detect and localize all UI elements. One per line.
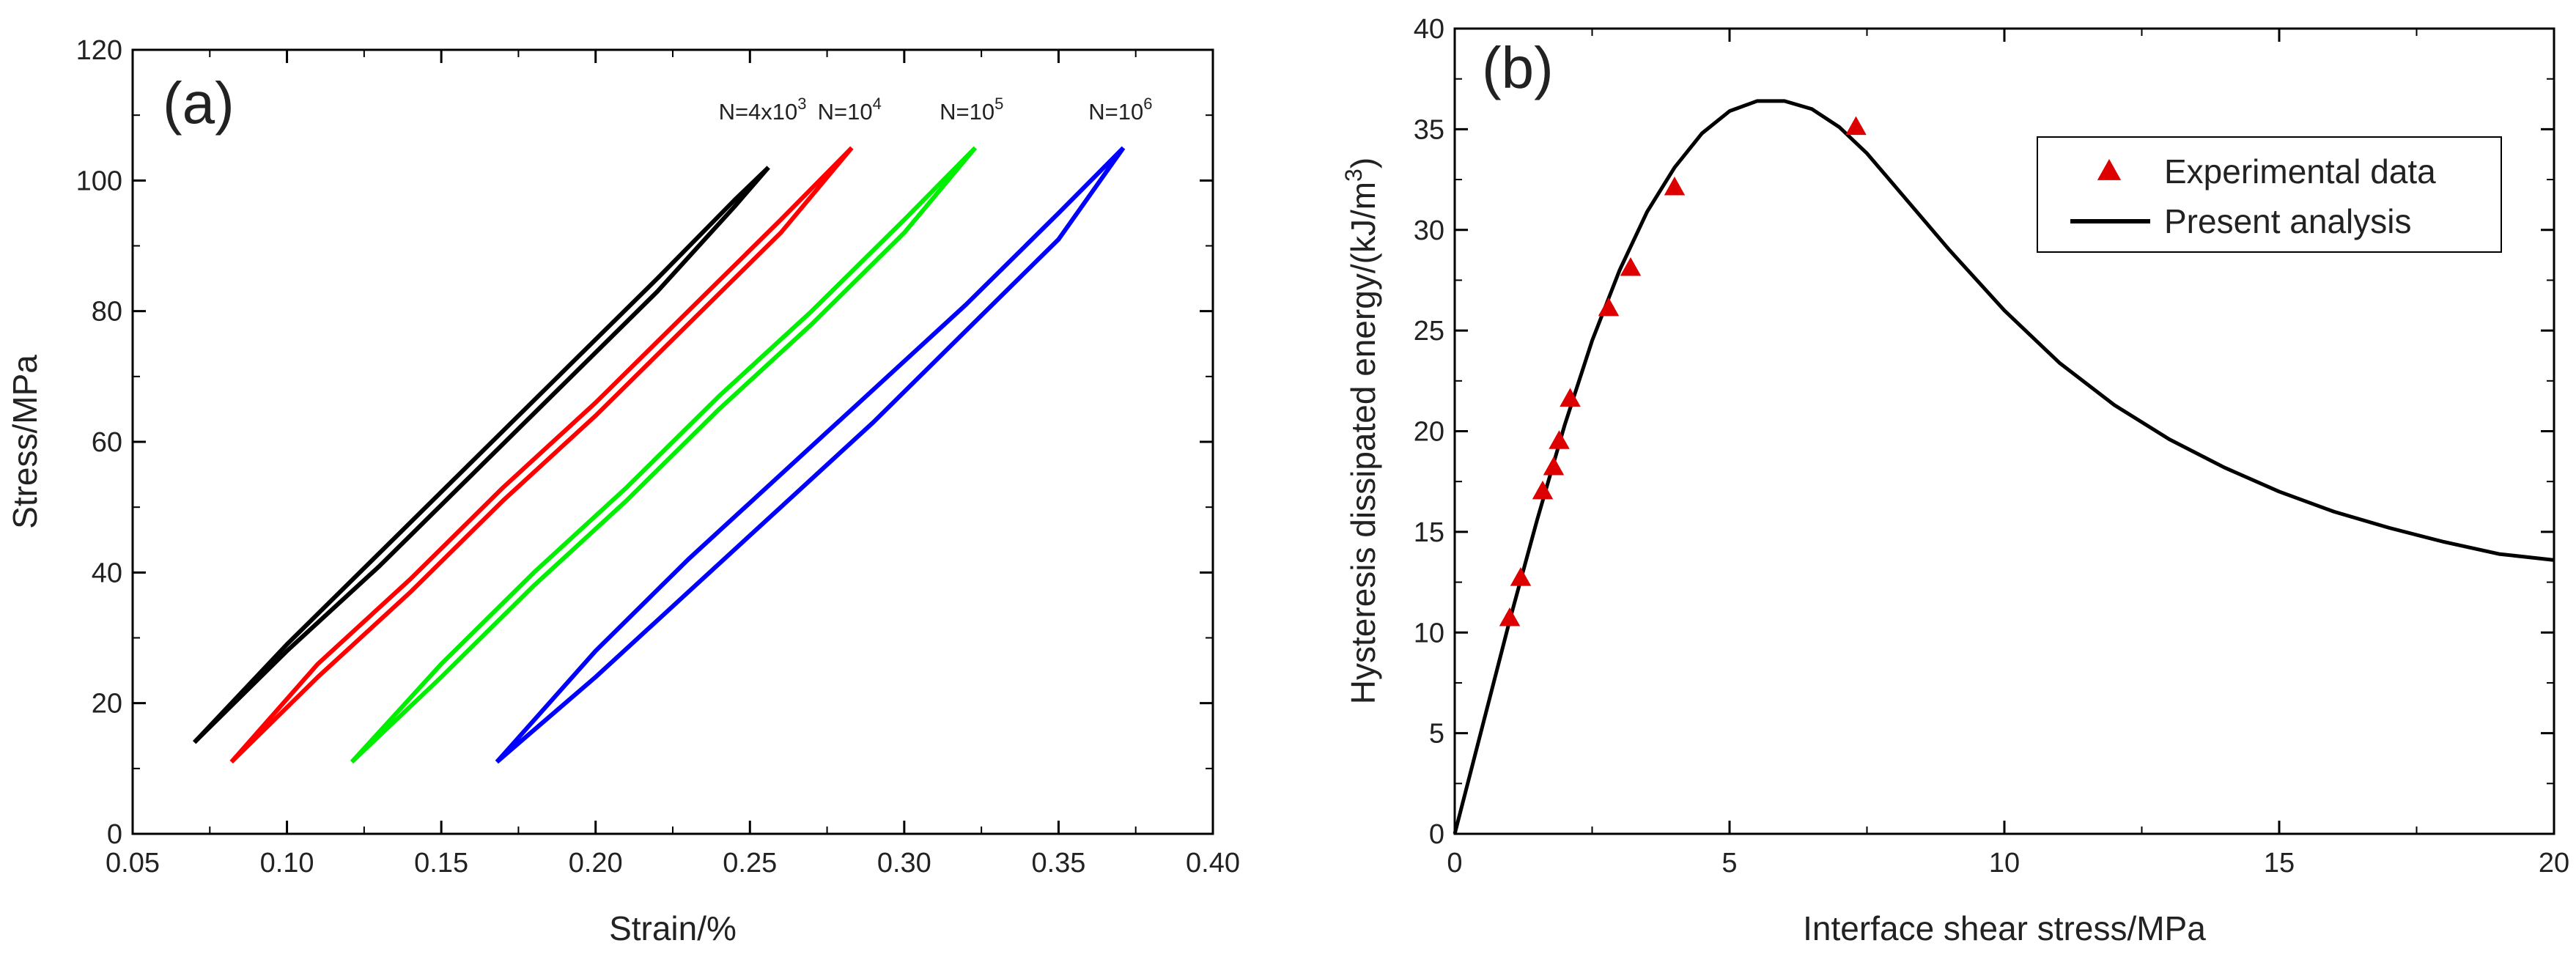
- y-axis-title-b: Hysteresis dissipated energy/(kJ/m3): [1340, 158, 1382, 704]
- y-tick-label-b: 10: [1414, 618, 1444, 648]
- y-tick-label-b: 40: [1414, 14, 1444, 45]
- experimental-data-point: [1560, 388, 1581, 407]
- y-axis-title-a: Stress/MPa: [6, 355, 44, 529]
- legend-frame-b: [2037, 136, 2502, 253]
- x-axis-title-b: Interface shear stress/MPa: [1803, 909, 2206, 947]
- y-tick-label-b: 30: [1414, 215, 1444, 246]
- y-tick-label-b: 25: [1414, 316, 1444, 347]
- x-tick-label-a: 0.05: [106, 848, 160, 879]
- ticks-a: 0.05 0.10 0.15 0.20 0.25 0.30 0.35 0.40 0 20 40 60 8…: [76, 35, 1240, 879]
- x-tick-label-a: 0.30: [877, 848, 931, 879]
- series-group-b: [1453, 99, 2555, 835]
- series-line-a-unloading: [229, 146, 854, 763]
- panel-label-b: (b): [1482, 35, 1554, 100]
- x-tick-label-a: 0.15: [414, 848, 468, 879]
- x-tick-label-b: 5: [1721, 848, 1737, 879]
- experimental-data-point: [1620, 256, 1642, 276]
- legend-label: Present analysis: [2164, 202, 2412, 240]
- y-tick-label-b: 5: [1429, 719, 1444, 750]
- series-label-a: N=104: [818, 95, 882, 125]
- experimental-data-point: [1510, 567, 1532, 586]
- y-tick-label-a: 60: [92, 427, 122, 458]
- x-tick-label-b: 0: [1447, 848, 1462, 879]
- y-tick-label-a: 100: [76, 166, 122, 196]
- series-line-a-loading: [350, 146, 978, 764]
- experimental-data-point: [1845, 116, 1867, 136]
- chart-panel-a: 0.05 0.10 0.15 0.20 0.25 0.30 0.35 0.40 0 20 40 60 8…: [6, 35, 1240, 947]
- experimental-data-point: [1543, 456, 1565, 476]
- series-line-a-unloading: [495, 146, 1125, 763]
- x-tick-label-a: 0.35: [1031, 848, 1085, 879]
- x-axis-title-a: Strain/%: [609, 909, 737, 947]
- experimental-data-point: [1664, 177, 1686, 196]
- series-group-a: [193, 146, 1126, 764]
- y-tick-label-b: 35: [1414, 114, 1444, 145]
- series-line-present-analysis: [1453, 99, 2555, 835]
- experimental-data-point: [1598, 297, 1620, 317]
- y-tick-label-b: 20: [1414, 417, 1444, 448]
- series-label-a: N=106: [1088, 95, 1152, 125]
- x-tick-label-b: 20: [2539, 848, 2569, 879]
- series-line-a-loading: [229, 146, 854, 764]
- series-label-a: N=4x103: [719, 95, 807, 125]
- x-tick-label-a: 0.25: [723, 848, 777, 879]
- y-tick-label-a: 40: [92, 558, 122, 588]
- x-tick-label-a: 0.10: [260, 848, 314, 879]
- series-line-a-unloading: [193, 166, 770, 744]
- series-label-a: N=105: [940, 95, 1003, 125]
- legend-triangle-icon: [2097, 159, 2122, 180]
- experimental-data-point: [1499, 607, 1521, 626]
- y-tick-label-a: 20: [92, 689, 122, 720]
- y-tick-label-b: 0: [1429, 819, 1444, 850]
- series-line-a-loading: [193, 166, 770, 744]
- legend-label: Experimental data: [2164, 152, 2436, 191]
- x-tick-label-b: 10: [1989, 848, 2020, 879]
- x-tick-label-a: 0.40: [1186, 848, 1240, 879]
- y-tick-label-a: 120: [76, 35, 122, 66]
- chart-panel-b: 0 5 10 15 20 0 5 10 15 20 25 30 35 40 (b) Interface s…: [1340, 14, 2569, 947]
- panel-label-a: (a): [163, 70, 235, 136]
- y-tick-label-a: 80: [92, 297, 122, 328]
- series-line-a-loading: [495, 147, 1126, 764]
- experimental-data-point: [1532, 480, 1554, 500]
- series-labels-a: N=4x103 N=104 N=105 N=106: [719, 95, 1153, 125]
- ticks-b: 0 5 10 15 20 0 5 10 15 20 25 30 35 40: [1414, 14, 2569, 879]
- y-tick-label-a: 0: [107, 819, 122, 850]
- legend-b: Experimental data Present analysis: [2037, 136, 2502, 253]
- x-tick-label-b: 15: [2264, 848, 2295, 879]
- series-line-a-unloading: [350, 146, 977, 763]
- experimental-data-point: [1549, 430, 1570, 449]
- x-tick-label-a: 0.20: [569, 848, 623, 879]
- y-tick-label-b: 15: [1414, 517, 1444, 548]
